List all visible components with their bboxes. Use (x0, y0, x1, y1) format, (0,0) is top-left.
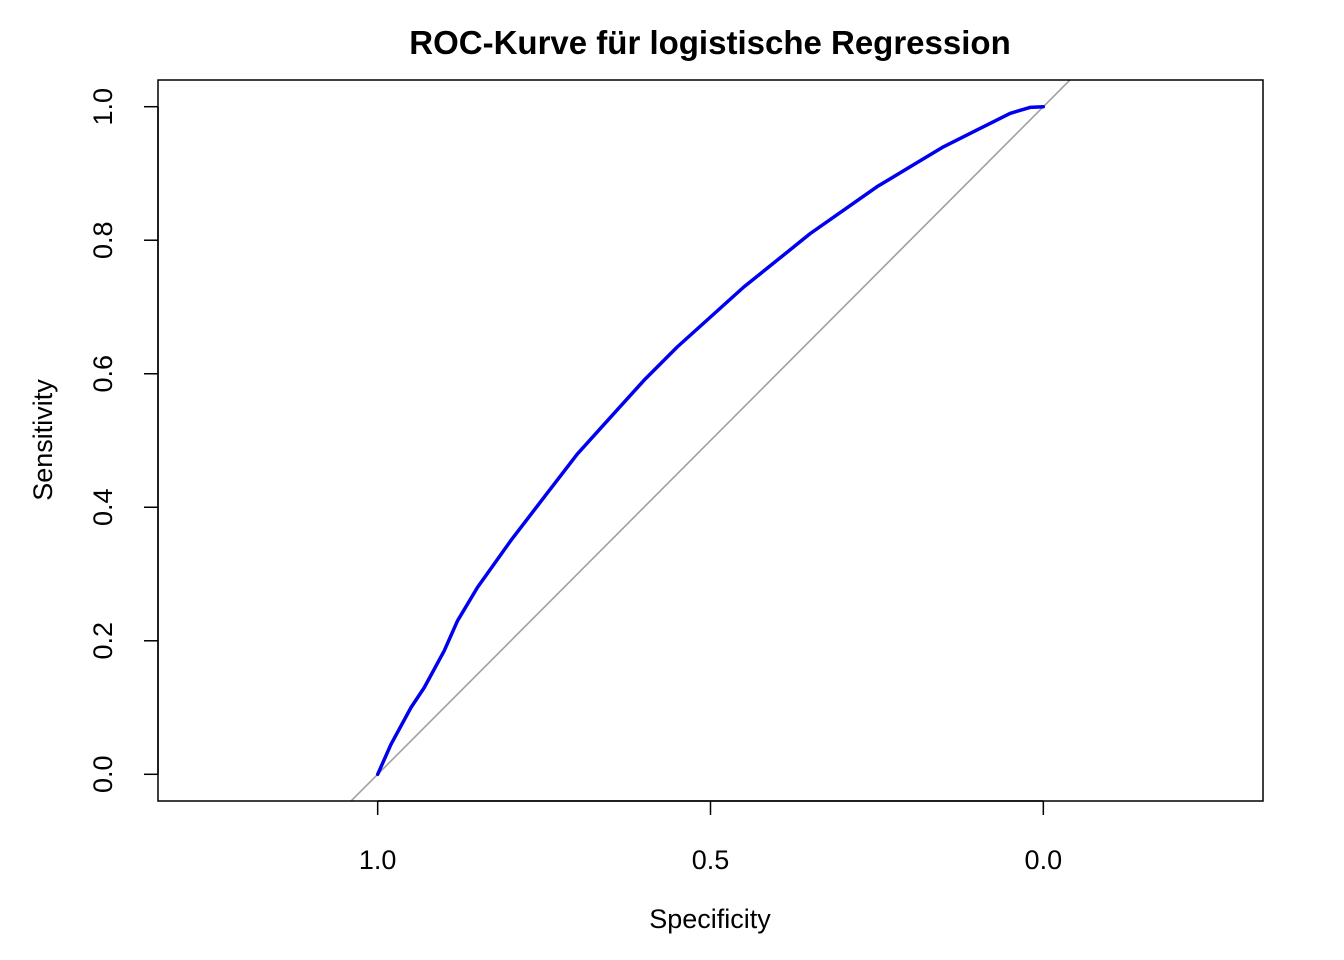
x-tick-label: 0.0 (1025, 845, 1063, 875)
x-axis: 1.0 0.5 0.0 (359, 800, 1063, 875)
y-tick-label: 0.8 (88, 221, 118, 259)
y-tick-label: 0.4 (88, 488, 118, 526)
y-axis: 0.0 0.2 0.4 0.6 0.8 1.0 (88, 88, 159, 794)
x-tick-label: 0.5 (692, 845, 730, 875)
x-tick-label: 1.0 (359, 845, 397, 875)
x-axis-label: Specificity (649, 904, 771, 934)
roc-curve-line (375, 104, 1046, 777)
reference-diagonal-line (349, 80, 1072, 801)
y-axis-label: Sensitivity (28, 379, 58, 501)
y-tick-label: 0.2 (88, 622, 118, 660)
y-tick-label: 0.0 (88, 756, 118, 794)
chart-title: ROC-Kurve für logistische Regression (409, 24, 1010, 61)
plot-area (349, 80, 1072, 801)
y-tick-label: 1.0 (88, 88, 118, 126)
y-tick-label: 0.6 (88, 355, 118, 393)
